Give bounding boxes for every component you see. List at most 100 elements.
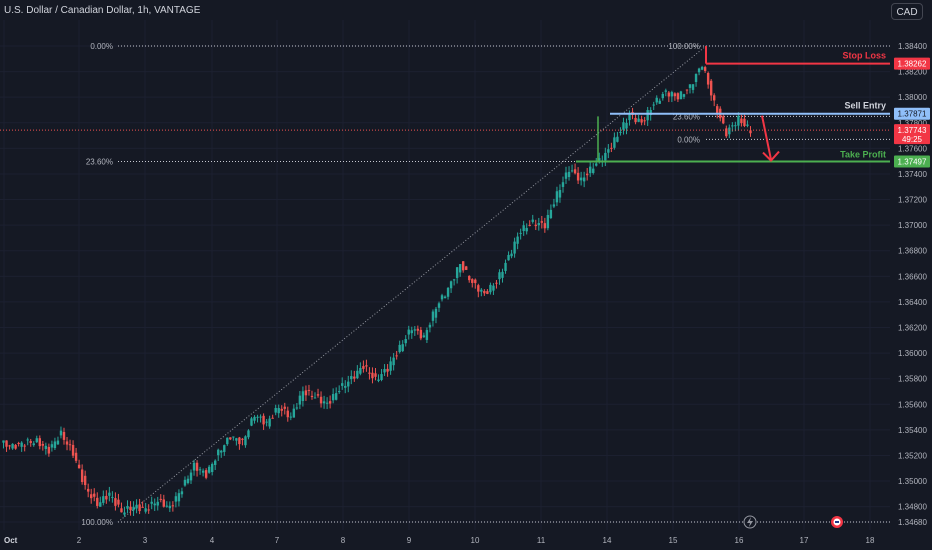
candle-body bbox=[365, 365, 368, 367]
candle-body bbox=[371, 372, 374, 379]
price-tick-label: 1.38000 bbox=[898, 93, 927, 102]
candle-body bbox=[483, 290, 486, 294]
candle-body bbox=[334, 393, 338, 400]
candle-body bbox=[458, 264, 462, 273]
candle-body bbox=[722, 116, 725, 124]
candle-body bbox=[676, 93, 680, 100]
candle-body bbox=[147, 509, 150, 511]
candle-body bbox=[658, 100, 661, 104]
candle-body bbox=[198, 469, 202, 471]
date-tick-label: 7 bbox=[275, 536, 280, 545]
trade-levels: Stop Loss Sell Entry Take Profit bbox=[0, 46, 890, 163]
price-tick-label: 1.34800 bbox=[898, 503, 927, 512]
candle-body bbox=[353, 376, 356, 379]
date-tick-label: 11 bbox=[537, 536, 546, 545]
candle-body bbox=[737, 115, 740, 126]
candle-body bbox=[422, 335, 426, 338]
candle-body bbox=[589, 166, 592, 174]
candle-body bbox=[585, 173, 589, 176]
time-axis: Oct 2 3 4 7 8 9 10 11 14 15 16 17 18 bbox=[4, 536, 875, 545]
current-price-tag bbox=[894, 124, 930, 145]
candle-body bbox=[90, 494, 93, 499]
candle-body bbox=[304, 390, 308, 396]
candle-body bbox=[552, 204, 556, 207]
candle-body bbox=[413, 329, 417, 331]
candle-body bbox=[120, 508, 123, 513]
date-tick-label: 2 bbox=[77, 536, 82, 545]
candle-body bbox=[274, 407, 277, 413]
candle-body bbox=[697, 68, 701, 73]
date-tick-label: 15 bbox=[669, 536, 678, 545]
candle-body bbox=[68, 444, 72, 446]
candle-body bbox=[319, 396, 323, 404]
grid bbox=[0, 20, 890, 530]
candle-body bbox=[401, 344, 404, 352]
candle-body bbox=[210, 463, 214, 473]
candle-body bbox=[461, 261, 465, 271]
candle-body bbox=[32, 443, 35, 446]
price-tick-label: 1.38400 bbox=[898, 42, 927, 51]
candle-body bbox=[192, 462, 196, 471]
candle-body bbox=[331, 394, 335, 401]
candle-body bbox=[516, 236, 519, 244]
candle-body bbox=[313, 397, 317, 399]
candle-body bbox=[325, 402, 329, 404]
price-tick-label: 1.36000 bbox=[898, 349, 927, 358]
candle-body bbox=[29, 441, 32, 443]
candle-body bbox=[247, 430, 250, 438]
candle-body bbox=[443, 296, 447, 299]
candle-body bbox=[337, 391, 341, 393]
price-tick-label: 1.37600 bbox=[898, 144, 927, 153]
candle-body bbox=[44, 445, 48, 449]
current-price-label: 1.37743 bbox=[898, 126, 927, 135]
candle-body bbox=[359, 368, 362, 374]
candle-body bbox=[531, 219, 534, 222]
candle-body bbox=[241, 438, 244, 440]
candle-body bbox=[135, 504, 138, 509]
candle-body bbox=[607, 149, 610, 153]
candle-body bbox=[398, 344, 401, 352]
candle-body bbox=[177, 493, 181, 502]
candle-body bbox=[661, 93, 664, 99]
candle-body bbox=[286, 410, 289, 418]
candle-body bbox=[35, 438, 38, 443]
candle-body bbox=[180, 491, 184, 495]
currency-button[interactable]: CAD bbox=[891, 3, 923, 20]
candle-body bbox=[425, 330, 429, 340]
candle-body bbox=[207, 466, 211, 473]
candle-body bbox=[126, 506, 129, 509]
candle-body bbox=[455, 267, 459, 278]
candle-body bbox=[2, 440, 5, 443]
candle-body bbox=[495, 282, 498, 284]
candle-body bbox=[344, 385, 347, 388]
candle-body bbox=[350, 376, 353, 380]
candle-body bbox=[725, 128, 728, 137]
candle-body bbox=[613, 137, 616, 148]
candle-body bbox=[295, 407, 299, 409]
candle-body bbox=[262, 415, 265, 425]
candle-body bbox=[452, 279, 456, 281]
candle-body bbox=[709, 80, 713, 96]
candle-body bbox=[646, 110, 649, 121]
candle-body bbox=[389, 361, 392, 371]
candle-body bbox=[549, 209, 553, 219]
candle-body bbox=[474, 279, 477, 284]
candle-body bbox=[582, 177, 586, 182]
candle-body bbox=[380, 374, 383, 380]
candle-body bbox=[616, 136, 619, 142]
candle-body bbox=[670, 92, 674, 97]
candle-body bbox=[576, 172, 580, 181]
candle-body bbox=[77, 464, 81, 469]
candle-body bbox=[108, 492, 111, 496]
candle-body bbox=[268, 418, 271, 427]
candle-body bbox=[598, 158, 601, 161]
candle-body bbox=[26, 439, 29, 441]
candle-body bbox=[277, 408, 280, 414]
price-axis: 1.38400 1.38200 1.38000 1.37800 1.37600 1.374… bbox=[894, 42, 930, 527]
stop-loss-tag bbox=[894, 57, 930, 70]
candle-body bbox=[513, 241, 516, 254]
price-tick-label: 1.35800 bbox=[898, 375, 927, 384]
candle-body bbox=[223, 445, 226, 452]
candle-body bbox=[307, 389, 311, 391]
